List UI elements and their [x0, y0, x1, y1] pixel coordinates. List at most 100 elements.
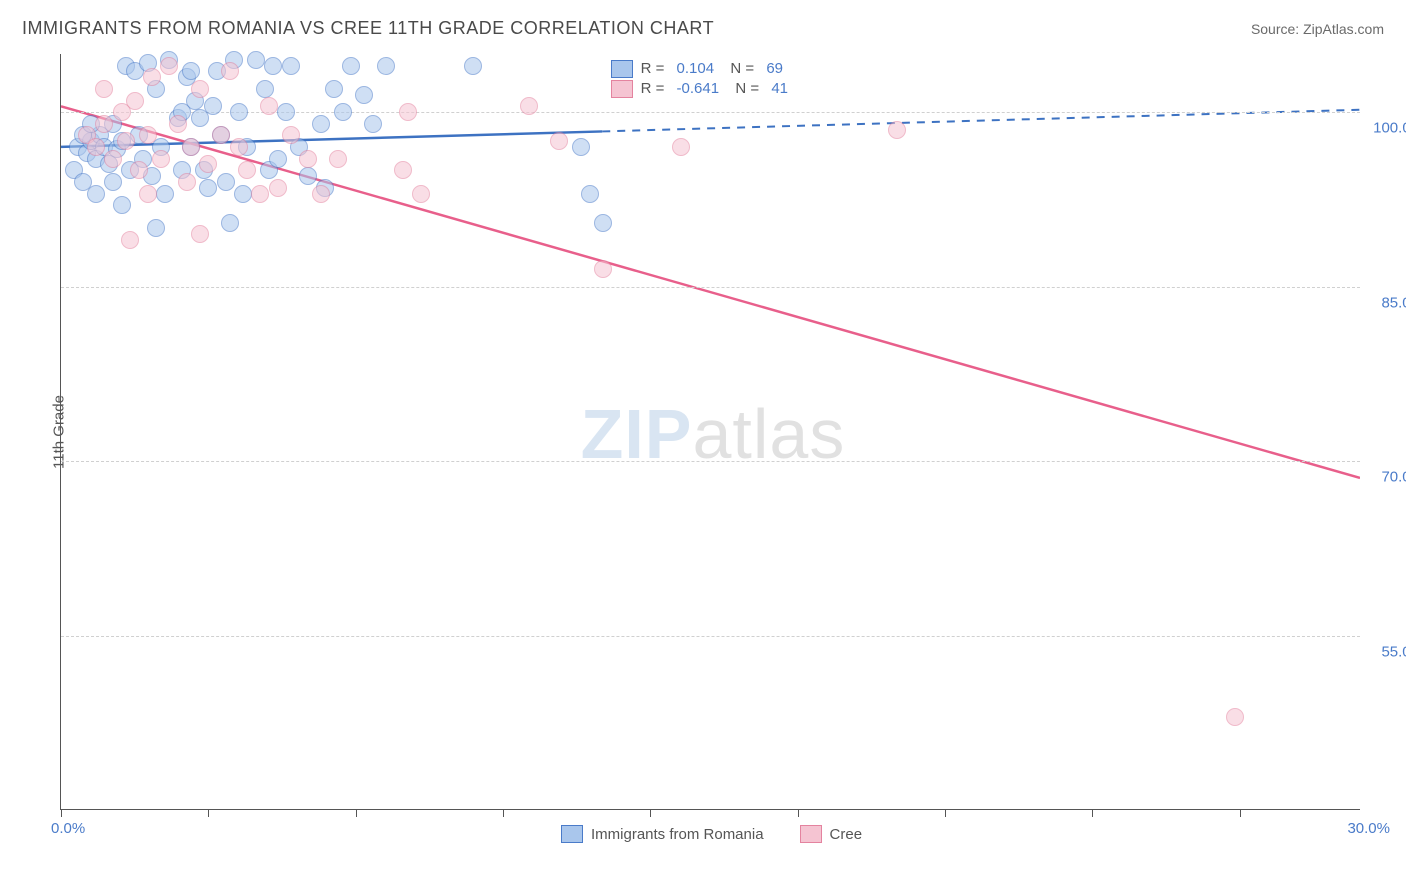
stats-box: R = 0.104 N = 69 R = -0.641 N = 41	[607, 58, 792, 100]
scatter-point	[191, 225, 209, 243]
scatter-point	[212, 126, 230, 144]
scatter-point	[550, 132, 568, 150]
scatter-point	[277, 103, 295, 121]
n-label: N =	[727, 80, 763, 97]
scatter-point	[247, 51, 265, 69]
x-tick	[1092, 809, 1093, 817]
scatter-point	[160, 57, 178, 75]
source-attribution: Source: ZipAtlas.com	[1251, 21, 1384, 37]
scatter-point	[121, 231, 139, 249]
legend-label: Immigrants from Romania	[591, 826, 764, 843]
x-tick	[650, 809, 651, 817]
y-tick-label: 100.0%	[1373, 120, 1406, 137]
scatter-point	[152, 150, 170, 168]
chart-title: IMMIGRANTS FROM ROMANIA VS CREE 11TH GRA…	[22, 18, 714, 39]
scatter-point	[394, 161, 412, 179]
scatter-point	[329, 150, 347, 168]
scatter-point	[230, 103, 248, 121]
scatter-point	[126, 92, 144, 110]
scatter-point	[299, 150, 317, 168]
n-value: 69	[766, 60, 783, 77]
scatter-point	[191, 80, 209, 98]
scatter-point	[217, 173, 235, 191]
x-tick	[356, 809, 357, 817]
x-tick	[798, 809, 799, 817]
legend-label: Cree	[830, 826, 863, 843]
scatter-point	[139, 126, 157, 144]
scatter-point	[230, 138, 248, 156]
r-value: 0.104	[677, 60, 715, 77]
y-tick-label: 70.0%	[1381, 469, 1406, 486]
scatter-point	[581, 185, 599, 203]
scatter-point	[256, 80, 274, 98]
scatter-point	[87, 138, 105, 156]
stats-row: R = 0.104 N = 69	[611, 60, 788, 78]
r-label: R =	[641, 80, 669, 97]
scatter-point	[234, 185, 252, 203]
x-tick	[208, 809, 209, 817]
scatter-point	[672, 138, 690, 156]
scatter-point	[169, 115, 187, 133]
x-tick	[1240, 809, 1241, 817]
gridline	[61, 636, 1360, 637]
r-label: R =	[641, 60, 669, 77]
plot-area: 55.0%70.0%85.0%100.0%0.0%30.0%ZIPatlasR …	[60, 54, 1360, 810]
scatter-point	[130, 161, 148, 179]
scatter-point	[221, 214, 239, 232]
scatter-point	[113, 196, 131, 214]
scatter-point	[377, 57, 395, 75]
scatter-point	[312, 115, 330, 133]
legend-item: Immigrants from Romania	[561, 825, 764, 843]
chart-container: 11th Grade 55.0%70.0%85.0%100.0%0.0%30.0…	[60, 54, 1360, 810]
series-swatch	[611, 60, 633, 78]
y-tick-label: 85.0%	[1381, 294, 1406, 311]
scatter-point	[104, 173, 122, 191]
source-link[interactable]: ZipAtlas.com	[1303, 21, 1384, 37]
scatter-point	[199, 179, 217, 197]
gridline	[61, 461, 1360, 462]
y-tick-label: 55.0%	[1381, 643, 1406, 660]
scatter-point	[117, 132, 135, 150]
n-label: N =	[722, 60, 758, 77]
scatter-point	[299, 167, 317, 185]
header: IMMIGRANTS FROM ROMANIA VS CREE 11TH GRA…	[22, 18, 1384, 39]
scatter-point	[888, 121, 906, 139]
scatter-point	[325, 80, 343, 98]
scatter-point	[342, 57, 360, 75]
x-tick	[61, 809, 62, 817]
x-tick	[945, 809, 946, 817]
x-tick	[503, 809, 504, 817]
scatter-point	[182, 62, 200, 80]
scatter-point	[364, 115, 382, 133]
scatter-point	[139, 185, 157, 203]
legend: Immigrants from Romania Cree	[561, 825, 862, 843]
scatter-point	[87, 185, 105, 203]
scatter-point	[104, 150, 122, 168]
scatter-point	[464, 57, 482, 75]
legend-swatch	[800, 825, 822, 843]
scatter-point	[594, 214, 612, 232]
legend-swatch	[561, 825, 583, 843]
scatter-point	[334, 103, 352, 121]
scatter-point	[520, 97, 538, 115]
scatter-point	[355, 86, 373, 104]
scatter-point	[594, 260, 612, 278]
gridline	[61, 112, 1360, 113]
scatter-point	[269, 150, 287, 168]
source-prefix: Source:	[1251, 21, 1303, 37]
stats-row: R = -0.641 N = 41	[611, 80, 788, 98]
scatter-point	[282, 57, 300, 75]
scatter-point	[264, 57, 282, 75]
scatter-point	[238, 161, 256, 179]
scatter-point	[399, 103, 417, 121]
scatter-point	[199, 155, 217, 173]
scatter-point	[251, 185, 269, 203]
scatter-point	[1226, 708, 1244, 726]
n-value: 41	[771, 80, 788, 97]
scatter-point	[182, 138, 200, 156]
scatter-point	[412, 185, 430, 203]
scatter-point	[282, 126, 300, 144]
scatter-point	[156, 185, 174, 203]
scatter-point	[147, 219, 165, 237]
series-swatch	[611, 80, 633, 98]
